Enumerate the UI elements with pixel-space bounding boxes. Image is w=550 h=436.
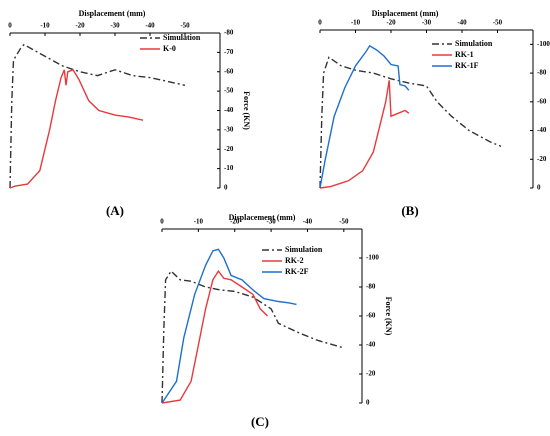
y-tick-label: -100 xyxy=(366,254,379,262)
y-tick-label: -10 xyxy=(224,164,234,172)
x-tick-label: -40 xyxy=(145,22,155,30)
series-line xyxy=(9,43,186,189)
y-tick-label: -40 xyxy=(366,341,376,349)
y-tick-label: -100 xyxy=(537,40,550,48)
y-tick-label: -60 xyxy=(366,312,376,320)
series-line xyxy=(161,248,297,404)
chart: 0 -10 -20 -30 -40 -50 0 -20 -40 -60 -80 -100 Displac… xyxy=(160,213,393,429)
legend-label: RK-1 xyxy=(455,50,474,59)
x-tick-label: -20 xyxy=(75,22,85,30)
x-axis-title: Displacement (mm) xyxy=(229,213,296,222)
chart: 0 -10 -20 -30 -40 -50 0 -20 -40 -60 -80 -100 Displac… xyxy=(318,9,550,218)
legend-label: RK-2F xyxy=(285,267,309,276)
x-tick-label: 0 xyxy=(8,22,12,30)
series-line xyxy=(161,269,268,404)
y-axis-title: Force (KN) xyxy=(384,297,393,336)
legend-label: RK-2 xyxy=(285,256,304,265)
x-tick-label: -20 xyxy=(230,218,240,226)
y-tick-label: -30 xyxy=(224,125,234,133)
x-tick-label: 0 xyxy=(318,19,322,27)
x-tick-label: -50 xyxy=(493,19,503,27)
x-tick-label: -40 xyxy=(457,19,467,27)
y-tick-label: 0 xyxy=(537,184,541,192)
series-line xyxy=(161,270,344,404)
y-tick-label: -80 xyxy=(537,69,547,77)
series-line xyxy=(319,56,502,189)
y-tick-label: -70 xyxy=(224,48,234,56)
y-tick-label: -50 xyxy=(224,87,234,95)
panel-label: (C) xyxy=(251,414,269,429)
y-axis-title: Force (KN) xyxy=(242,91,251,130)
y-tick-label: -80 xyxy=(224,29,234,37)
legend-label: RK-1F xyxy=(455,61,479,70)
x-tick-label: -50 xyxy=(180,22,190,30)
y-tick-label: -20 xyxy=(537,155,547,163)
y-tick-label: -40 xyxy=(224,106,234,114)
y-tick-label: -60 xyxy=(537,97,547,105)
x-axis-title: Displacement (mm) xyxy=(79,9,146,18)
panel-label: (A) xyxy=(106,203,124,218)
series-line xyxy=(319,44,410,189)
x-tick-label: -10 xyxy=(351,19,361,27)
y-tick-label: -20 xyxy=(366,370,376,378)
y-tick-label: -20 xyxy=(224,145,234,153)
x-axis-title: Displacement (mm) xyxy=(372,9,439,18)
x-tick-label: -50 xyxy=(339,218,349,226)
y-tick-label: -60 xyxy=(224,67,234,75)
y-tick-label: -80 xyxy=(366,283,376,291)
x-tick-label: -10 xyxy=(194,218,204,226)
chart: 0 -10 -20 -30 -40 -50 0 -10 -20 -30 -40 -50 -60 -70 -8… xyxy=(8,9,251,218)
x-tick-label: -40 xyxy=(303,218,313,226)
x-tick-label: 0 xyxy=(160,218,164,226)
x-tick-label: -30 xyxy=(422,19,432,27)
series-line xyxy=(319,80,410,189)
legend-label: K-0 xyxy=(163,44,176,53)
x-tick-label: -20 xyxy=(386,19,396,27)
panel-label: (B) xyxy=(401,203,418,218)
x-tick-label: -30 xyxy=(110,22,120,30)
x-tick-label: -10 xyxy=(40,22,50,30)
x-tick-label: -30 xyxy=(266,218,276,226)
y-tick-label: 0 xyxy=(366,399,370,407)
legend-label: Simulation xyxy=(455,39,493,48)
y-tick-label: -40 xyxy=(537,126,547,134)
y-tick-label: 0 xyxy=(224,184,228,192)
legend-label: Simulation xyxy=(285,245,323,254)
legend-label: Simulation xyxy=(163,33,201,42)
series-line xyxy=(9,68,144,189)
